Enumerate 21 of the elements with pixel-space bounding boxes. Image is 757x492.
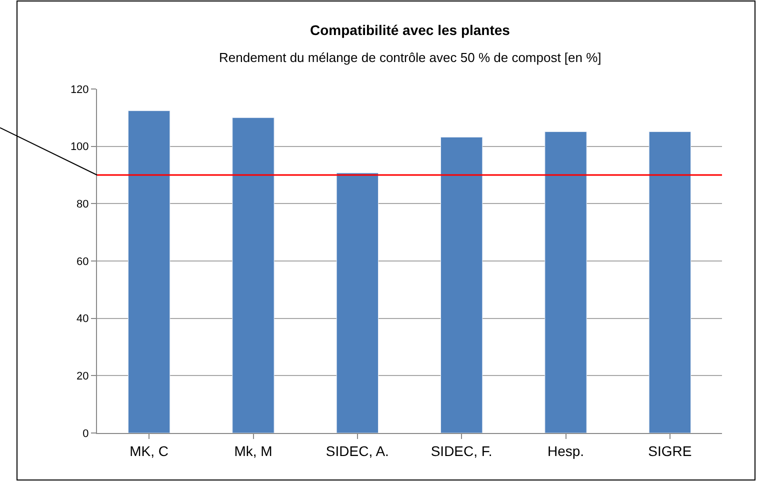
bar <box>440 136 483 433</box>
y-tick-label: 0 <box>82 428 89 440</box>
bar <box>336 172 378 433</box>
y-tick-label: 80 <box>76 198 89 211</box>
x-tick-label: SIDEC, A. <box>326 442 389 459</box>
y-tick-label: 60 <box>76 256 89 268</box>
x-tick-label: SIDEC, F. <box>430 442 492 459</box>
bar <box>232 117 274 433</box>
bar <box>128 110 170 433</box>
y-tick-label: 100 <box>70 141 89 154</box>
chart-title: Compatibilité avec les plantes <box>310 22 510 38</box>
y-tick-label: 40 <box>76 313 89 326</box>
y-tick-label: 120 <box>70 84 89 96</box>
x-tick-label: SIGRE <box>648 442 692 459</box>
bar <box>544 131 587 433</box>
x-tick-label: MK, C <box>130 442 169 459</box>
y-tick-label: 20 <box>76 370 89 383</box>
chart-subtitle: Rendement du mélange de contrôle avec 50 % de compost [en %] <box>219 50 602 65</box>
bar <box>648 131 691 433</box>
x-tick-label: Mk, M <box>234 442 272 459</box>
x-tick-label: Hesp. <box>547 442 584 459</box>
